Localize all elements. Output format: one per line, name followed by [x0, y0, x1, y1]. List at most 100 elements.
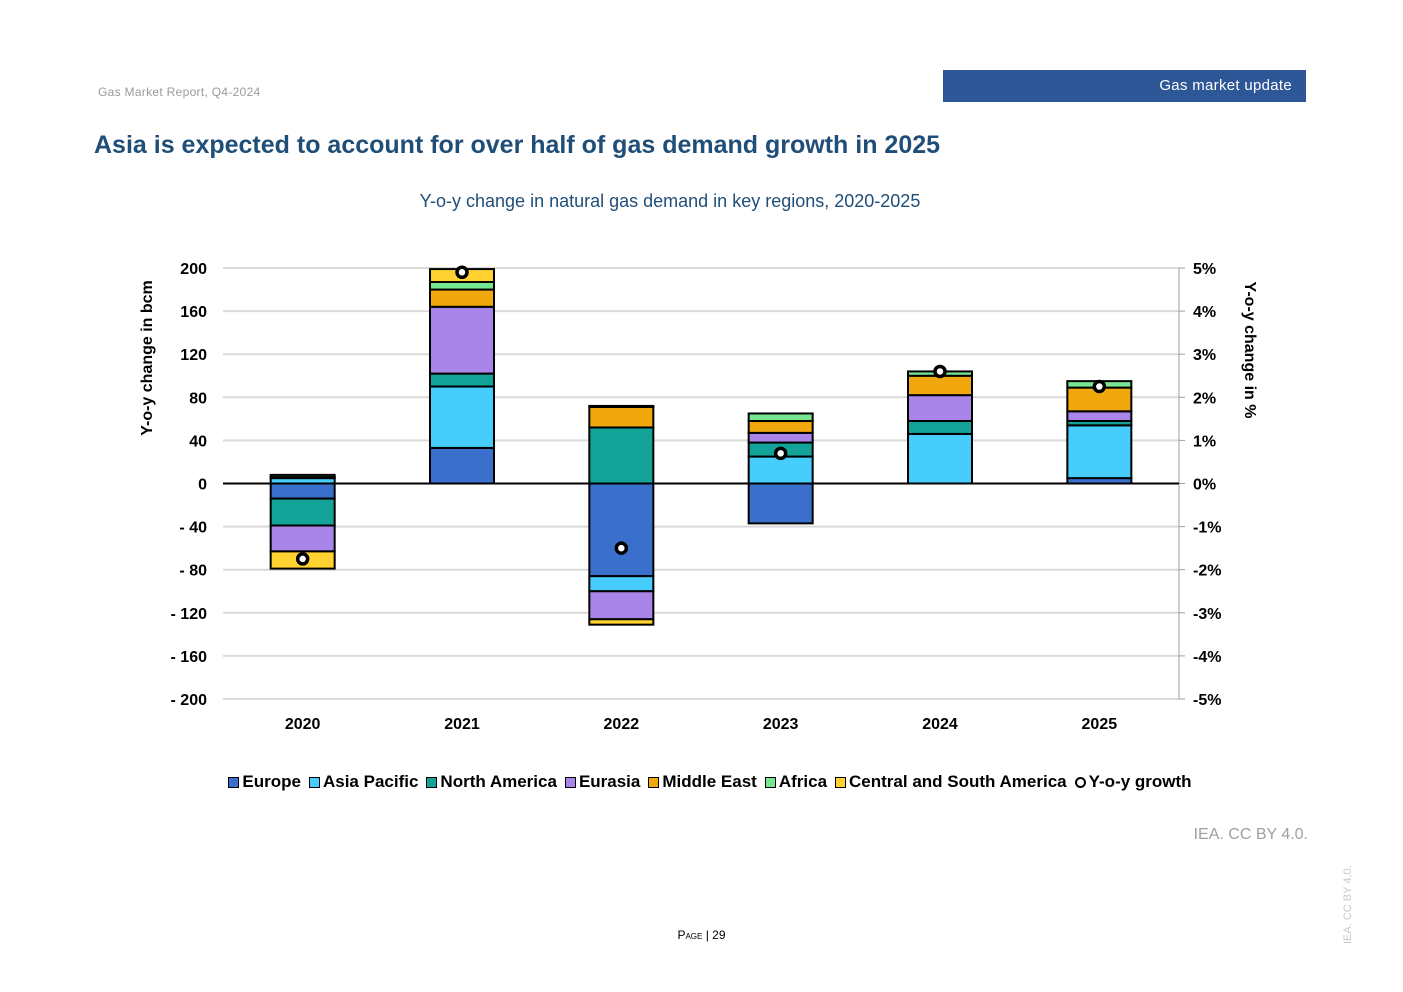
legend-item: Middle East: [648, 772, 757, 792]
y2-tick-label: 3%: [1193, 347, 1216, 364]
legend-label: Asia Pacific: [322, 772, 419, 791]
growth-marker: [773, 446, 788, 461]
growth-marker: [614, 541, 629, 555]
y-tick-label: 0: [198, 477, 207, 494]
x-tick-label: 2024: [922, 716, 958, 733]
page-title: Asia is expected to account for over hal…: [94, 131, 941, 159]
legend-swatch: [426, 776, 438, 788]
y2-tick-label: -5%: [1193, 692, 1221, 709]
x-tick-label: 2021: [444, 716, 480, 733]
bar-segment: [588, 405, 655, 429]
chart-legend: Europe Asia Pacific North America Eurasia Mi…: [0, 772, 1403, 792]
y2-tick-label: 4%: [1193, 304, 1216, 321]
bar-segment: [269, 482, 336, 500]
bar-segment: [907, 394, 973, 423]
y2-tick-label: 1%: [1193, 433, 1216, 450]
x-tick-label: 2020: [285, 716, 321, 733]
y-tick-label: - 40: [179, 520, 207, 537]
side-credit: IEA. CC BY 4.0.: [1342, 865, 1354, 944]
y-tick-label: 120: [180, 347, 207, 364]
bar-segment: [747, 482, 814, 525]
bar-segment: [907, 420, 973, 435]
y-tick-label: 40: [189, 433, 207, 450]
legend-swatch: [764, 776, 776, 788]
legend-item: Africa: [764, 772, 828, 792]
x-tick-label: 2022: [604, 716, 640, 733]
growth-marker: [933, 364, 947, 379]
bar-segment: [588, 618, 655, 626]
legend-item: Asia Pacific: [308, 772, 419, 792]
growth-marker: [1092, 379, 1107, 394]
bar-segment: [747, 412, 814, 423]
bar-segment: [588, 426, 655, 485]
y2-tick-label: -4%: [1193, 649, 1221, 666]
bar-segment: [429, 385, 495, 449]
legend-swatch: [835, 776, 847, 788]
y-tick-label: - 80: [179, 563, 207, 580]
report-name: Gas Market Report, Q4-2024: [98, 85, 261, 99]
page-number: Page | 29: [0, 928, 1403, 942]
bar-segment: [588, 482, 655, 578]
y-tick-label: 200: [180, 261, 207, 278]
y2-axis-label: Y-o-y change in %: [1241, 282, 1258, 419]
bar-segment: [588, 575, 655, 593]
bar-segment: [429, 281, 495, 291]
y-axis-label: Y-o-y change in bcm: [139, 280, 156, 436]
y2-tick-label: -1%: [1193, 520, 1221, 537]
bar-segment: [269, 524, 336, 553]
bar-segment: [907, 374, 973, 397]
section-banner: Gas market update: [943, 70, 1306, 102]
legend-item: Eurasia: [564, 772, 641, 792]
bar-segment: [747, 420, 814, 434]
x-tick-label: 2023: [763, 716, 799, 733]
y2-tick-label: -2%: [1193, 563, 1221, 580]
growth-marker: [295, 552, 310, 566]
y2-tick-label: 5%: [1193, 261, 1216, 278]
page-separator: |: [702, 928, 713, 942]
bar-segment: [747, 431, 814, 444]
growth-marker: [455, 265, 469, 280]
legend-label: Europe: [242, 772, 301, 791]
bar-segment: [429, 288, 495, 308]
legend-label: North America: [440, 772, 557, 791]
x-tick-label: 2025: [1082, 716, 1118, 733]
bar-segment: [907, 432, 973, 485]
y-tick-label: - 200: [171, 692, 208, 709]
y-tick-label: 160: [180, 304, 207, 321]
demand-chart: 200 5% 160 4% 120 3% 80 2% 40 1% 0 0% - 40 -1% - 80 -2%…: [139, 261, 1258, 733]
y-tick-label: - 160: [171, 649, 208, 666]
legend-label: Central and South America: [849, 772, 1067, 791]
credit: IEA. CC BY 4.0.: [1193, 826, 1308, 843]
legend-swatch: [648, 776, 660, 788]
legend-item: Y-o-y growth: [1074, 772, 1192, 792]
legend-marker: [1074, 776, 1086, 788]
bar-segment: [588, 590, 655, 621]
legend-swatch: [228, 776, 240, 788]
legend-swatch: [564, 776, 576, 788]
legend-label: Eurasia: [578, 772, 641, 791]
page-label: Page: [677, 928, 703, 942]
bar-segment: [747, 455, 814, 485]
bar-segment: [429, 372, 495, 388]
y2-tick-label: -3%: [1193, 606, 1221, 623]
legend-label: Middle East: [662, 772, 757, 791]
bar-segment: [1066, 410, 1133, 423]
bar-segment: [269, 473, 336, 479]
y2-tick-label: 2%: [1193, 390, 1216, 407]
legend-label: Africa: [778, 772, 828, 791]
legend-label: Y-o-y growth: [1088, 772, 1192, 791]
chart-title: Y-o-y change in natural gas demand in ke…: [419, 191, 921, 211]
bar-segment: [269, 497, 336, 527]
y-tick-label: - 120: [171, 606, 208, 623]
bar-segment: [1066, 424, 1133, 480]
bar-segment: [588, 404, 655, 408]
y-tick-label: 80: [189, 390, 207, 407]
section-label: Gas market update: [1159, 77, 1292, 94]
legend-item: Central and South America: [835, 772, 1067, 792]
y2-tick-label: 0%: [1193, 477, 1216, 494]
legend-swatch: [308, 776, 320, 788]
legend-item: Europe: [228, 772, 301, 792]
bar-segment: [429, 305, 495, 375]
bar-segment: [429, 446, 495, 485]
page-number-value: 29: [712, 928, 726, 942]
